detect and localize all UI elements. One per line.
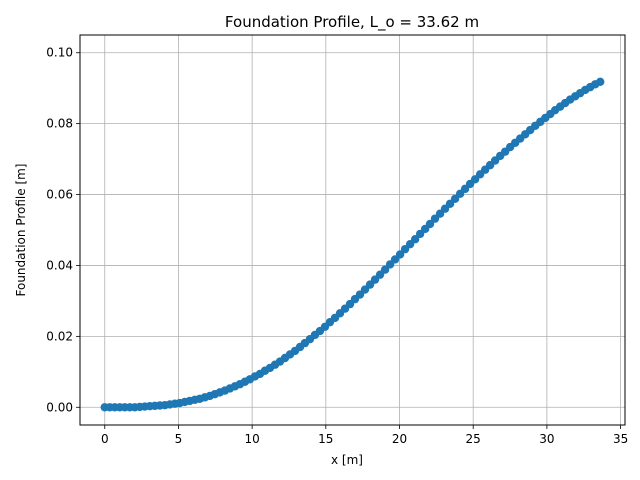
x-axis-label: x [m] [331,453,363,467]
y-tick-label: 0.08 [46,117,73,131]
x-tick-label: 20 [392,432,407,446]
data-point [425,219,435,229]
y-tick-label: 0.06 [46,188,73,202]
ticks-layer: 0 5 10 15 20 25 30 35 0.00 0.02 0.04 0.06 0.08 0.10 [46,46,628,446]
y-tick-label: 0.02 [46,329,73,343]
x-tick-label: 5 [175,432,183,446]
data-point [410,235,420,244]
y-tick-label: 0.10 [46,46,73,60]
x-tick-label: 0 [101,432,109,446]
x-tick-label: 10 [244,432,259,446]
y-axis-label: Foundation Profile [m] [14,164,28,297]
data-point [380,265,390,274]
y-tick-label: 0.04 [46,258,73,272]
plot-background [80,35,625,425]
x-tick-label: 35 [613,432,628,446]
x-tick-label: 30 [539,432,554,446]
data-points [100,77,605,412]
x-tick-label: 15 [318,432,333,446]
data-point [596,77,605,87]
chart-title: Foundation Profile, L_o = 33.62 m [225,13,479,32]
y-tick-label: 0.00 [46,400,73,414]
data-point [395,250,405,259]
plot-frame [79,34,626,426]
x-tick-label: 25 [466,432,481,446]
